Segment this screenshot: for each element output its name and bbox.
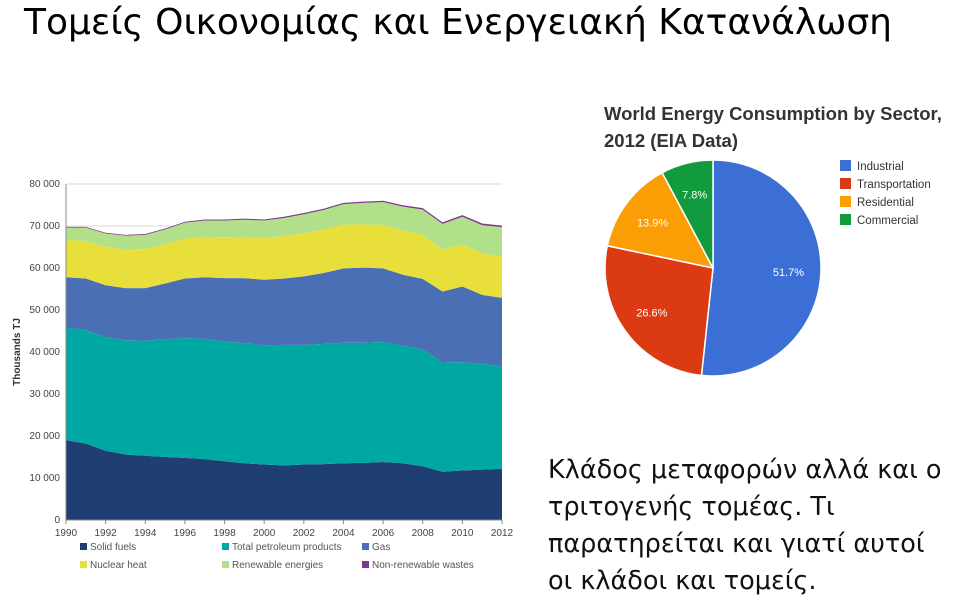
- y-tick-label: 70 000: [29, 221, 60, 232]
- legend-label-renewable-energies: Renewable energies: [232, 560, 323, 571]
- pie-title-line: World Energy Consumption by Sector,: [604, 103, 942, 124]
- legend-swatch-gas: [362, 543, 369, 550]
- y-tick-label: 0: [54, 515, 60, 526]
- legend-swatch-solid-fuels: [80, 543, 87, 550]
- legend-label-nuclear-heat: Nuclear heat: [90, 560, 147, 571]
- x-tick-label: 1992: [95, 528, 118, 539]
- legend-label-gas: Gas: [372, 542, 390, 553]
- x-tick-label: 2010: [451, 528, 474, 539]
- y-tick-label: 10 000: [29, 473, 60, 484]
- legend-label-total-petroleum-products: Total petroleum products: [232, 542, 342, 553]
- legend-swatch-total-petroleum-products: [222, 543, 229, 550]
- pie-legend-label-residential: Residential: [857, 197, 914, 209]
- sector-pie-chart: World Energy Consumption by Sector, 2012 …: [604, 103, 942, 377]
- x-tick-label: 2012: [491, 528, 514, 539]
- y-tick-label: 40 000: [29, 347, 60, 358]
- pie-slice-industrial: [700, 159, 822, 377]
- pie-legend-label-industrial: Industrial: [857, 161, 904, 173]
- pie-data-label: 13.9%: [637, 218, 668, 230]
- stacked-area-chart: 0 10 000 20 000 30 000 40 000 50 000 60 000 70 …: [12, 179, 514, 571]
- x-tick-label: 2004: [332, 528, 355, 539]
- slide-caption: Κλάδος μεταφορών αλλά και ο τριτογενής τ…: [548, 455, 942, 596]
- y-tick-label: 20 000: [29, 431, 60, 442]
- x-tick-label: 2008: [412, 528, 435, 539]
- pie-legend-swatch-industrial: [840, 160, 851, 171]
- x-tick-label: 1994: [134, 528, 157, 539]
- pie-legend-swatch-commercial: [840, 214, 851, 225]
- y-tick-label: 50 000: [29, 305, 60, 316]
- pie-legend-swatch-transportation: [840, 178, 851, 189]
- y-tick-label: 80 000: [29, 179, 60, 190]
- x-tick-label: 2000: [253, 528, 276, 539]
- pie-legend-label-transportation: Transportation: [857, 179, 931, 191]
- legend-label-non-renewable-wastes: Non-renewable wastes: [372, 560, 474, 571]
- pie-legend-swatch-residential: [840, 196, 851, 207]
- slide-title: Τομείς Οικονομίας και Ενεργειακή Κατανάλ…: [24, 2, 892, 43]
- pie-slice-transportation: [604, 244, 714, 377]
- area-solid-fuels: [66, 440, 502, 520]
- legend-swatch-non-renewable-wastes: [362, 561, 369, 568]
- y-axis-label: Thousands TJ: [12, 318, 23, 386]
- area-nuclear-heat: [66, 224, 502, 298]
- x-tick-label: 1998: [213, 528, 236, 539]
- pie-data-label: 26.6%: [636, 307, 667, 319]
- area-gas: [66, 267, 502, 367]
- pie-slice-residential: [606, 171, 715, 270]
- x-tick-label: 2006: [372, 528, 395, 539]
- pie-legend-label-commercial: Commercial: [857, 215, 918, 227]
- x-tick-label: 2002: [293, 528, 316, 539]
- pie-slice-commercial: [661, 159, 714, 269]
- area-total-petroleum-products: [66, 327, 502, 472]
- y-tick-label: 60 000: [29, 263, 60, 274]
- area-renewable-energies: [66, 202, 502, 257]
- legend-swatch-nuclear-heat: [80, 561, 87, 568]
- legend-swatch-renewable-energies: [222, 561, 229, 568]
- x-tick-label: 1996: [174, 528, 197, 539]
- pie-title-line: 2012 (EIA Data): [604, 130, 738, 151]
- y-tick-label: 30 000: [29, 389, 60, 400]
- legend-label-solid-fuels: Solid fuels: [90, 542, 136, 553]
- pie-data-label: 51.7%: [773, 267, 804, 279]
- x-tick-label: 1990: [55, 528, 78, 539]
- pie-data-label: 7.8%: [682, 190, 707, 202]
